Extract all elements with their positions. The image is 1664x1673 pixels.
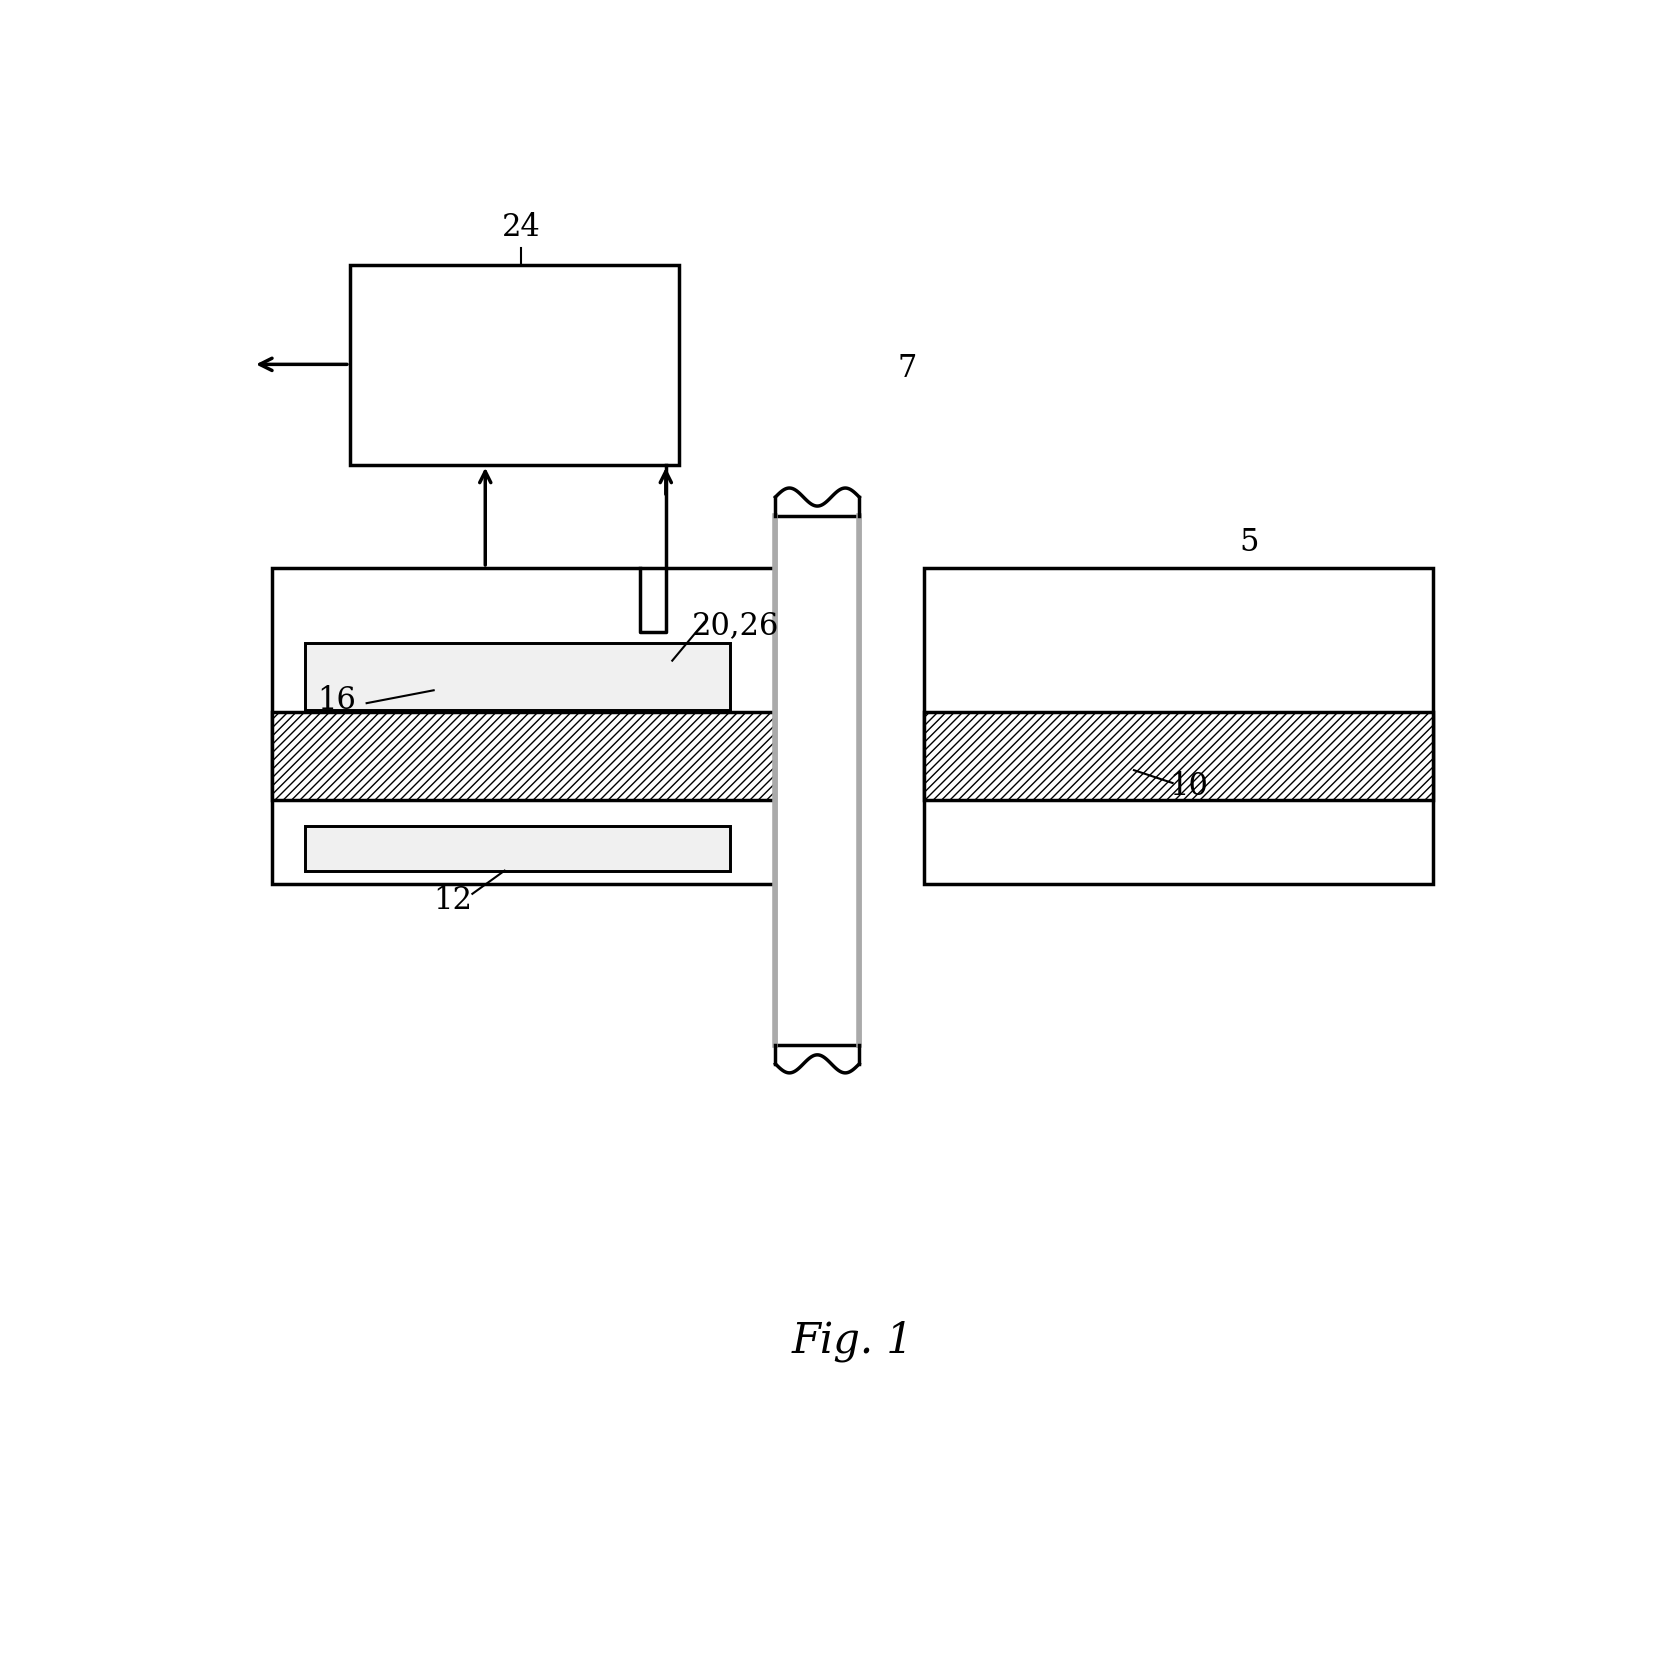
Text: 24: 24 <box>503 212 541 243</box>
Text: 16: 16 <box>318 684 356 716</box>
Text: 7: 7 <box>899 353 917 383</box>
Polygon shape <box>305 642 730 709</box>
Polygon shape <box>349 266 679 465</box>
Text: 5: 5 <box>1240 527 1260 557</box>
Text: 10: 10 <box>1168 771 1208 803</box>
Polygon shape <box>924 567 1433 883</box>
Polygon shape <box>273 567 802 883</box>
Text: Fig. 1: Fig. 1 <box>792 1320 914 1362</box>
Text: 12: 12 <box>434 885 473 915</box>
Polygon shape <box>305 825 730 870</box>
Text: 20,26: 20,26 <box>692 611 779 641</box>
Polygon shape <box>924 713 1433 800</box>
Polygon shape <box>273 713 802 800</box>
Polygon shape <box>775 517 859 1044</box>
